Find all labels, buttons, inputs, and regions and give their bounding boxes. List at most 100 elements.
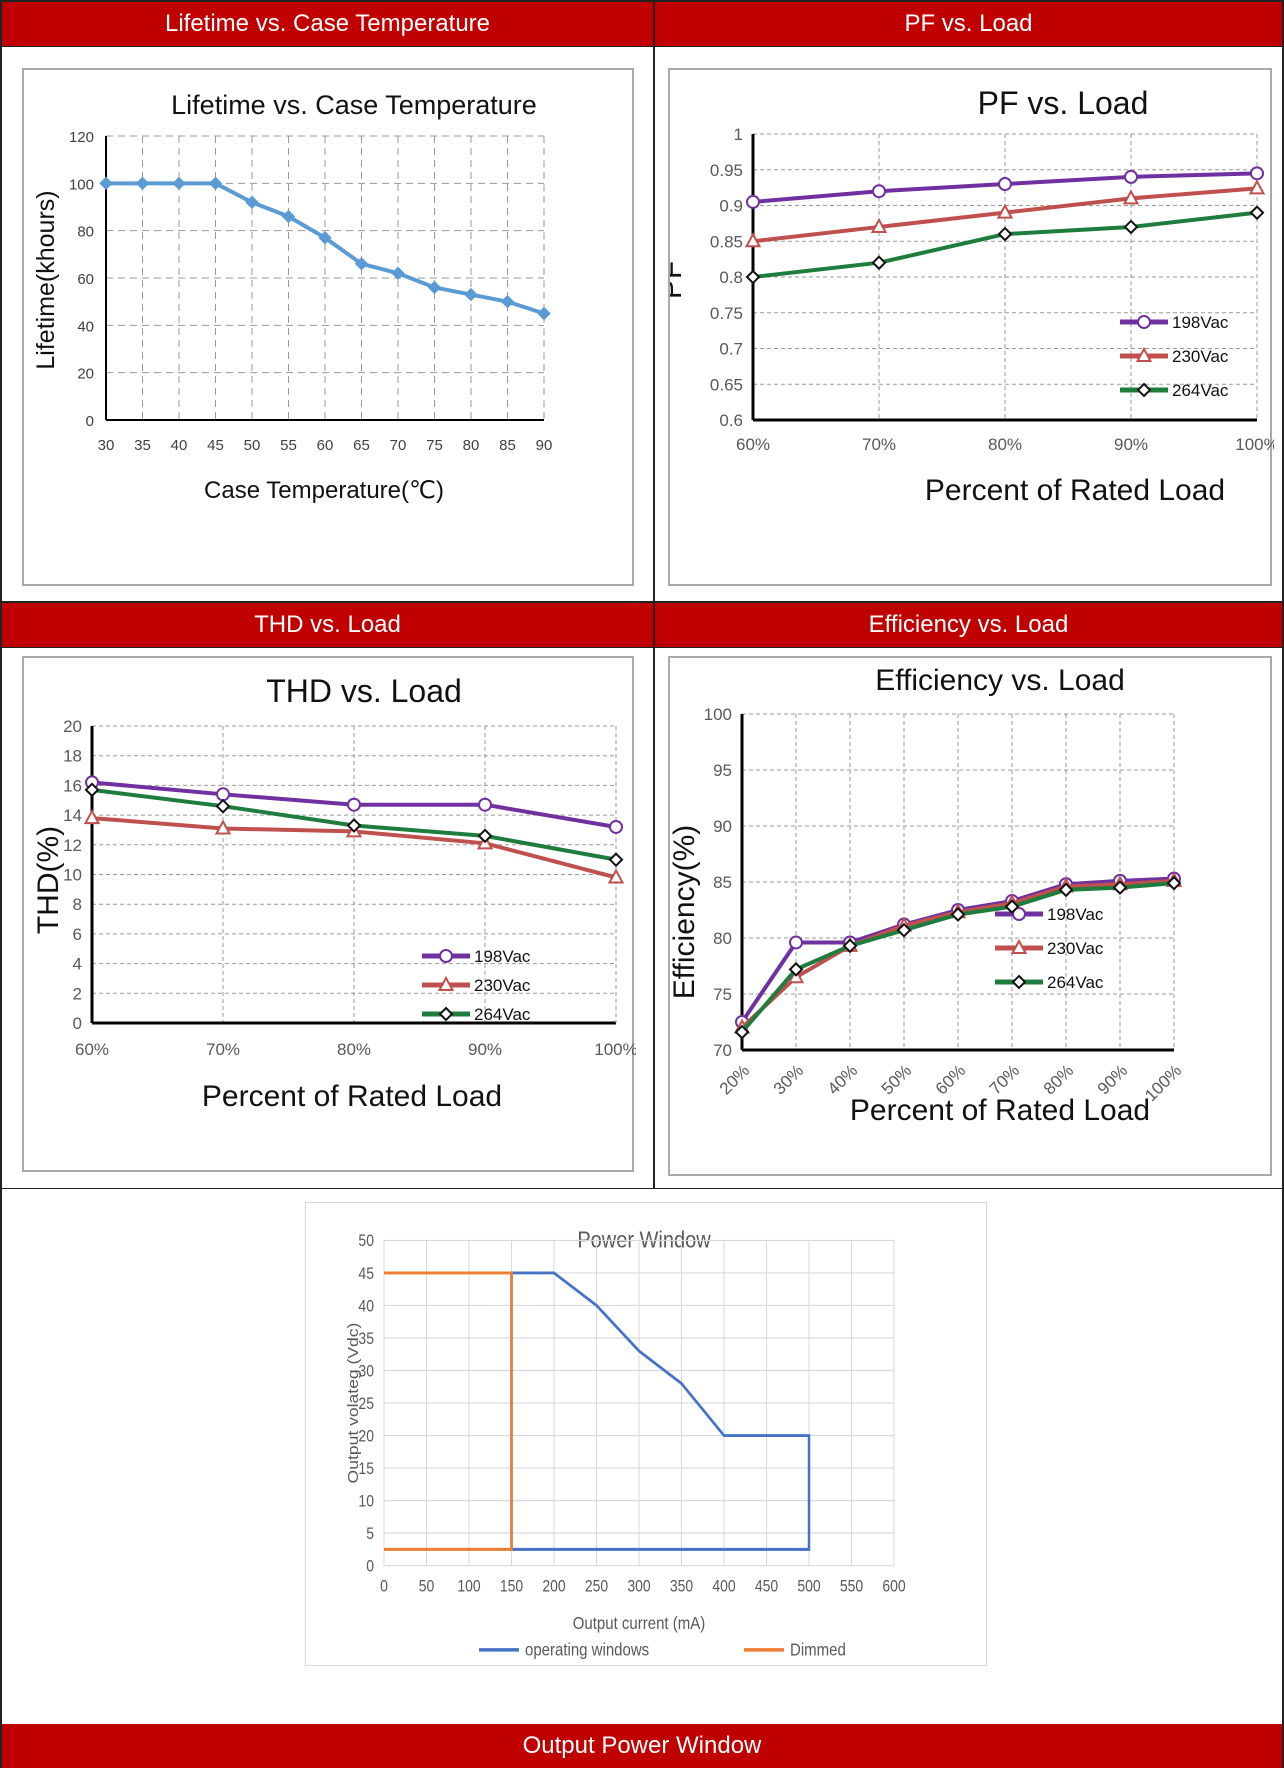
data-point	[744, 232, 762, 248]
x-tick-label: 35	[134, 437, 151, 454]
data-point	[870, 217, 888, 233]
y-tick-label: 10	[63, 866, 82, 885]
x-tick-label: 150	[500, 1577, 523, 1595]
legend-marker	[1135, 346, 1153, 362]
x-tick-label: 300	[627, 1577, 650, 1595]
chart-content-pf: PF vs. Load 0.6 0.65 0.7 0.75 0.8 0.85 0.9 0.95 1…	[670, 85, 1274, 507]
y-tick-label: 30	[358, 1362, 374, 1380]
y-tick-label: 25	[358, 1395, 374, 1413]
legend-label: 264Vac	[474, 1005, 531, 1024]
data-point	[83, 808, 101, 825]
data-point	[609, 819, 623, 834]
chart-content-efficiency: Efficiency vs. Load 70 75 80 85 90 95 100 20% 30%…	[670, 664, 1185, 1127]
data-point	[216, 787, 230, 802]
chart-efficiency: Efficiency vs. Load 70 75 80 85 90 95 100 20% 30%…	[668, 656, 1272, 1176]
legend-marker	[1010, 938, 1028, 954]
y-tick-label: 0.65	[710, 375, 743, 394]
x-tick-label: 55	[280, 437, 297, 454]
x-axis-title: Percent of Rated Load	[202, 1080, 502, 1113]
data-point	[1249, 205, 1265, 221]
y-tick-label: 60	[77, 271, 94, 288]
legend-marker	[1136, 382, 1152, 398]
data-point	[997, 226, 1013, 242]
y-tick-label: 2	[73, 984, 82, 1003]
x-tick-label: 85	[499, 437, 516, 454]
data-point	[464, 287, 478, 302]
y-tick-label: 0.85	[710, 232, 743, 251]
data-point	[608, 852, 624, 868]
data-point	[346, 818, 362, 833]
data-point	[996, 203, 1014, 219]
x-tick-label: 90%	[1094, 1061, 1131, 1098]
legend-marker	[1011, 974, 1027, 990]
table-divider-center	[653, 0, 655, 1189]
x-tick-label: 100	[457, 1577, 480, 1595]
data-point	[281, 209, 296, 224]
data-point	[245, 195, 259, 209]
legend-label: Dimmed	[790, 1641, 846, 1660]
y-axis-title: Efficiency(%)	[670, 825, 701, 1000]
data-point	[477, 828, 493, 844]
data-point	[427, 280, 442, 295]
x-tick-label: 80%	[988, 435, 1022, 454]
legend-label: 264Vac	[1047, 973, 1104, 992]
legend-label: 230Vac	[1047, 939, 1104, 958]
table-border-left	[0, 0, 2, 1768]
series-line-operating windows	[510, 1271, 811, 1551]
y-tick-label: 8	[73, 895, 82, 914]
chart-pf: PF vs. Load 0.6 0.65 0.7 0.75 0.8 0.85 0.9 0.95 1…	[668, 68, 1274, 586]
x-tick-label: 70%	[206, 1040, 240, 1059]
x-axis-title: Percent of Rated Load	[925, 474, 1225, 507]
data-point	[500, 294, 515, 309]
legend-label: 198Vac	[1047, 905, 1104, 924]
chart-title: Lifetime vs. Case Temperature	[171, 90, 537, 120]
data-point	[354, 257, 369, 271]
y-tick-label: 50	[358, 1232, 374, 1250]
x-tick-label: 100%	[594, 1040, 636, 1059]
y-tick-label: 18	[63, 747, 82, 766]
x-tick-label: 70%	[986, 1061, 1023, 1098]
legend-marker	[437, 975, 455, 991]
header-lifetime: Lifetime vs. Case Temperature	[2, 2, 653, 46]
x-tick-label: 600	[882, 1577, 905, 1595]
x-tick-label: 40%	[824, 1061, 861, 1098]
y-tick-label: 70	[713, 1041, 732, 1060]
y-tick-label: 120	[69, 129, 94, 146]
y-tick-label: 1	[734, 125, 743, 144]
data-point	[788, 961, 804, 977]
x-tick-label: 30%	[770, 1061, 807, 1098]
y-tick-label: 0.95	[710, 161, 743, 180]
data-point	[347, 797, 361, 812]
data-point	[734, 1024, 750, 1040]
data-point	[607, 868, 625, 884]
header-pf: PF vs. Load	[655, 2, 1282, 46]
x-tick-label: 90	[536, 437, 553, 454]
data-point	[872, 184, 886, 199]
table-divider-row3	[0, 647, 1284, 648]
y-tick-label: 12	[63, 836, 82, 855]
x-tick-label: 100%	[1235, 435, 1274, 454]
y-tick-label: 100	[704, 705, 732, 724]
x-tick-label: 200	[542, 1577, 565, 1595]
data-point	[135, 176, 150, 191]
data-point	[1123, 219, 1139, 235]
x-tick-label: 65	[353, 437, 370, 454]
legend-marker	[1137, 315, 1151, 329]
data-point	[1166, 875, 1182, 891]
y-axis-title: Output volateg (Vdc)	[345, 1323, 362, 1484]
chart-title: Efficiency vs. Load	[875, 664, 1125, 697]
legend-marker	[439, 949, 453, 963]
legend-label: 230Vac	[1172, 347, 1229, 366]
chart-thd-svg: THD vs. Load 0 2 4 6 8 10 12 14 16 18 20 60% 70% 80% 90…	[32, 673, 636, 1113]
data-point	[1058, 882, 1074, 898]
x-axis-title: Output current (mA)	[573, 1614, 705, 1633]
header-thd: THD vs. Load	[2, 603, 653, 647]
y-tick-label: 6	[73, 925, 82, 944]
data-point	[478, 797, 492, 812]
data-point	[1112, 880, 1128, 896]
data-point	[842, 938, 858, 954]
y-tick-label: 0.8	[719, 268, 743, 287]
data-point	[746, 194, 760, 209]
x-tick-label: 80%	[337, 1040, 371, 1059]
